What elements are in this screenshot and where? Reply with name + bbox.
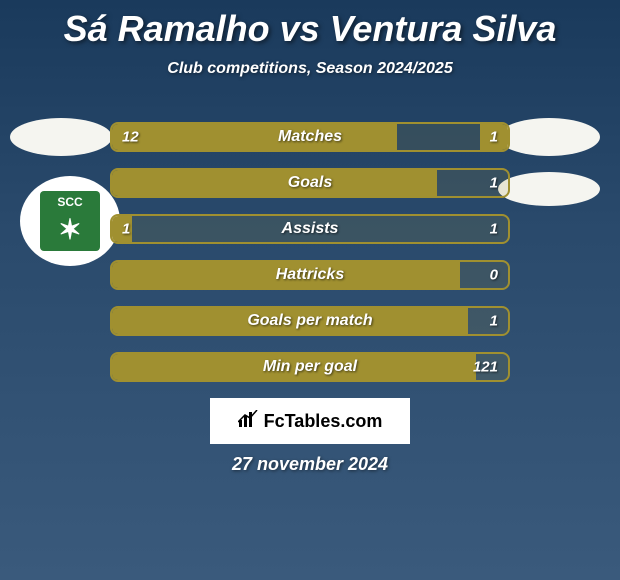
stat-label: Matches: [112, 128, 508, 146]
player-right-avatar: [498, 118, 600, 156]
player-left-avatar: [10, 118, 112, 156]
stat-row: Min per goal121: [110, 352, 510, 382]
club-left-code: SCC: [57, 195, 82, 209]
fctables-badge[interactable]: FcTables.com: [210, 398, 410, 444]
stat-row: Goals per match1: [110, 306, 510, 336]
stat-row: Goals1: [110, 168, 510, 198]
stat-label: Assists: [112, 220, 508, 238]
page-title: Sá Ramalho vs Ventura Silva: [0, 0, 620, 50]
stat-right-value: 0: [490, 267, 498, 284]
stat-row: 12Matches1: [110, 122, 510, 152]
fctables-label: FcTables.com: [264, 411, 383, 432]
stat-right-value: 1: [490, 129, 498, 146]
subtitle: Club competitions, Season 2024/2025: [0, 60, 620, 78]
stat-label: Min per goal: [112, 358, 508, 376]
club-left-badge: SCC ✶: [20, 176, 120, 266]
stats-bars: 12Matches1Goals11Assists1Hattricks0Goals…: [110, 122, 510, 398]
stat-label: Goals per match: [112, 312, 508, 330]
stat-label: Goals: [112, 174, 508, 192]
stat-label: Hattricks: [112, 266, 508, 284]
star-icon: ✶: [58, 213, 81, 246]
date-label: 27 november 2024: [0, 454, 620, 475]
chart-icon: [238, 410, 258, 433]
stat-row: 1Assists1: [110, 214, 510, 244]
stat-row: Hattricks0: [110, 260, 510, 290]
stat-right-value: 1: [490, 221, 498, 238]
stat-right-value: 121: [473, 359, 498, 376]
stat-right-value: 1: [490, 313, 498, 330]
stat-right-value: 1: [490, 175, 498, 192]
club-right-badge: [498, 172, 600, 206]
